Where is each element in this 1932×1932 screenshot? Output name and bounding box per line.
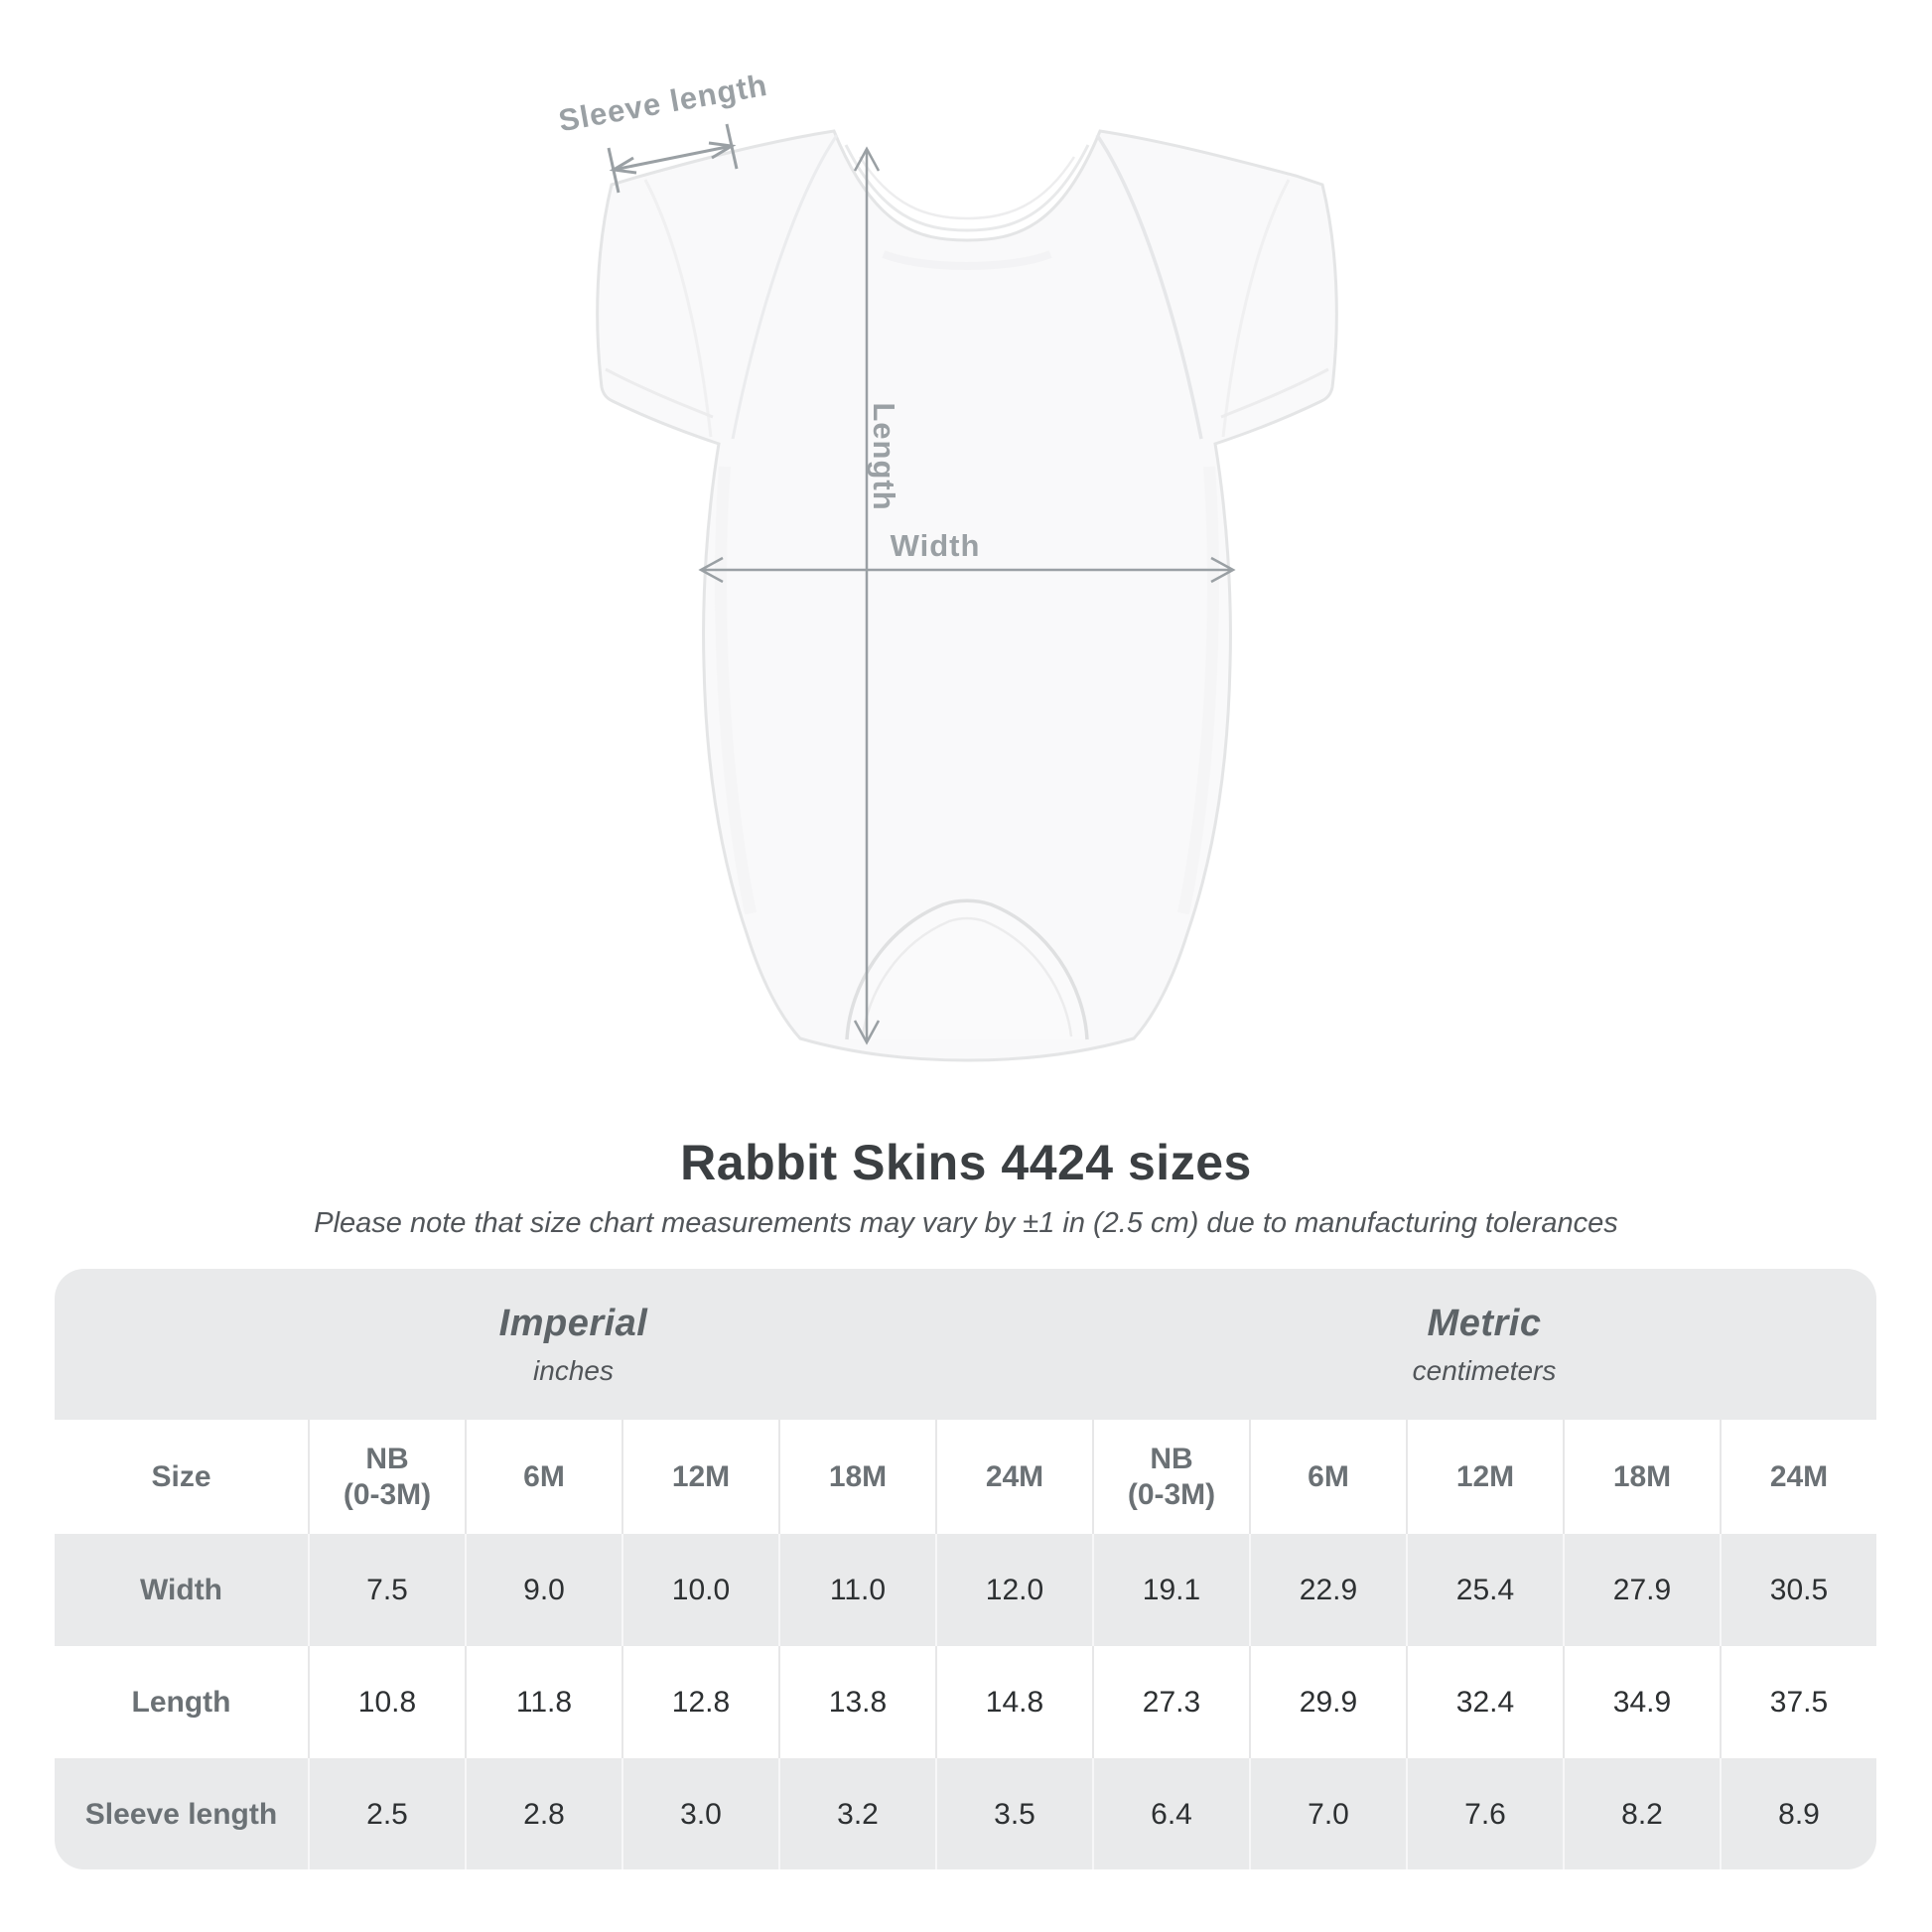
column-header: NB (0-3M) xyxy=(308,1420,465,1534)
table-cell: 19.1 xyxy=(1092,1534,1249,1646)
unit-header-band: Imperial inches Metric centimeters xyxy=(55,1269,1876,1420)
table-cell: 2.5 xyxy=(308,1758,465,1869)
table-cell: 14.8 xyxy=(935,1646,1092,1758)
column-header: NB (0-3M) xyxy=(1092,1420,1249,1534)
table-cell: 2.8 xyxy=(465,1758,621,1869)
table-cell: 7.0 xyxy=(1249,1758,1406,1869)
table-cell: 7.6 xyxy=(1406,1758,1563,1869)
right-armhole-seam xyxy=(1221,179,1291,438)
sleeve-length-arrow xyxy=(607,123,739,194)
column-header: 24M xyxy=(1720,1420,1876,1534)
table-cell: 6.4 xyxy=(1092,1758,1249,1869)
table-cell: 7.5 xyxy=(308,1534,465,1646)
table-cell: 13.8 xyxy=(778,1646,935,1758)
metric-unit-title: Metric xyxy=(1427,1302,1542,1344)
metric-unit-subtitle: centimeters xyxy=(1412,1354,1557,1386)
onesie-illustration xyxy=(596,129,1338,1062)
table-cell: 12.8 xyxy=(621,1646,778,1758)
table-cell: 12.0 xyxy=(935,1534,1092,1646)
right-side-shade xyxy=(1177,466,1219,915)
row-label: Length xyxy=(55,1646,308,1758)
size-corner-header: Size xyxy=(55,1420,308,1534)
table-cell: 11.0 xyxy=(778,1534,935,1646)
width-label: Width xyxy=(891,528,981,563)
column-header: 6M xyxy=(465,1420,621,1534)
crotch-flap-inner-seam xyxy=(861,916,1073,1037)
row-label: Sleeve length xyxy=(55,1758,308,1869)
table-cell: 32.4 xyxy=(1406,1646,1563,1758)
table-cell: 8.2 xyxy=(1563,1758,1720,1869)
column-header: 18M xyxy=(778,1420,935,1534)
table-cell: 37.5 xyxy=(1720,1646,1876,1758)
imperial-unit-group: Imperial inches xyxy=(55,1269,1092,1420)
imperial-unit-title: Imperial xyxy=(498,1302,648,1344)
length-arrow xyxy=(853,146,881,1045)
table-cell: 22.9 xyxy=(1249,1534,1406,1646)
table-cell: 34.9 xyxy=(1563,1646,1720,1758)
measurement-annotations xyxy=(607,123,1236,1045)
left-side-shade xyxy=(715,466,757,915)
size-table: Imperial inches Metric centimeters Size N… xyxy=(55,1269,1876,1869)
page-subtitle: Please note that size chart measurements… xyxy=(314,1207,1618,1239)
left-flap-seam xyxy=(731,134,839,440)
table-cell: 30.5 xyxy=(1720,1534,1876,1646)
left-armhole-seam xyxy=(643,179,713,438)
table-cell: 3.5 xyxy=(935,1758,1092,1869)
table-cell: 9.0 xyxy=(465,1534,621,1646)
right-flap-seam xyxy=(1095,134,1203,440)
table-cell: 8.9 xyxy=(1720,1758,1876,1869)
table-cell: 10.0 xyxy=(621,1534,778,1646)
column-header: 12M xyxy=(621,1420,778,1534)
column-header: 12M xyxy=(1406,1420,1563,1534)
right-sleeve-hem xyxy=(1220,367,1329,419)
column-header: 6M xyxy=(1249,1420,1406,1534)
collar-seam-outer xyxy=(844,144,1090,232)
table-cell: 25.4 xyxy=(1406,1534,1563,1646)
size-grid: Size NB (0-3M) 6M 12M 18M 24M NB (0-3M) 6M 12M 18… xyxy=(55,1420,1876,1869)
table-cell: 10.8 xyxy=(308,1646,465,1758)
imperial-unit-subtitle: inches xyxy=(533,1354,614,1386)
table-cell: 3.0 xyxy=(621,1758,778,1869)
collar-shadow xyxy=(882,250,1052,270)
table-cell: 27.9 xyxy=(1563,1534,1720,1646)
table-cell: 29.9 xyxy=(1249,1646,1406,1758)
table-cell: 11.8 xyxy=(465,1646,621,1758)
page-title: Rabbit Skins 4424 sizes xyxy=(680,1135,1252,1190)
column-header: 24M xyxy=(935,1420,1092,1534)
table-cell: 27.3 xyxy=(1092,1646,1249,1758)
onesie-diagram-svg: Sleeve length Length Width xyxy=(556,68,1338,1062)
size-diagram: Sleeve length Length Width xyxy=(556,68,1338,1062)
width-arrow xyxy=(698,556,1236,584)
sleeve-length-label: Sleeve length xyxy=(556,68,770,138)
column-header: 18M xyxy=(1563,1420,1720,1534)
left-sleeve-hem xyxy=(605,367,714,419)
length-label: Length xyxy=(867,402,901,510)
table-cell: 3.2 xyxy=(778,1758,935,1869)
heading-block: Rabbit Skins 4424 sizes Please note that… xyxy=(0,1134,1932,1240)
collar-seam-inner xyxy=(858,156,1076,220)
metric-unit-group: Metric centimeters xyxy=(1092,1269,1876,1420)
onesie-body xyxy=(596,129,1338,1062)
row-label: Width xyxy=(55,1534,308,1646)
